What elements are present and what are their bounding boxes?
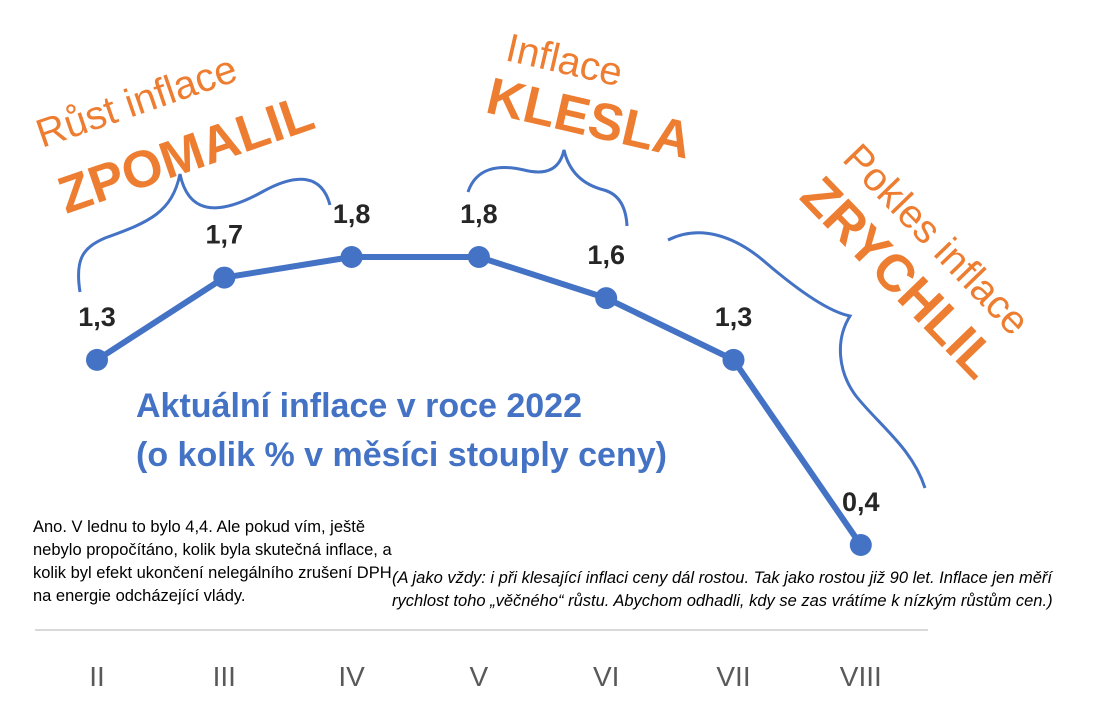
data-label-III: 1,7 xyxy=(206,220,244,250)
data-label-VIII: 0,4 xyxy=(842,487,880,517)
data-point-VIII xyxy=(849,534,872,556)
x-tick-VI: VI xyxy=(593,661,619,692)
chart-title: Aktuální inflace v roce 2022 xyxy=(136,387,582,425)
x-tick-labels-layer: II III IV V VI VII VIII xyxy=(89,661,882,692)
data-point-III xyxy=(213,266,236,289)
x-tick-III: III xyxy=(213,661,236,692)
brace-accelerated xyxy=(667,231,927,489)
brace-slowed xyxy=(76,173,332,293)
data-point-VI xyxy=(595,287,618,310)
brace-fell xyxy=(466,149,629,227)
x-tick-II: II xyxy=(89,661,105,692)
data-label-II: 1,3 xyxy=(78,302,116,332)
data-label-V: 1,8 xyxy=(460,199,498,229)
note-right: (A jako vždy: i při klesající inflaci ce… xyxy=(392,569,1053,610)
note-left: Ano. V lednu to bylo 4,4. Ale pokud vím,… xyxy=(33,518,392,605)
chart-subtitle: (o kolik % v měsíci stouply ceny) xyxy=(136,436,667,474)
data-point-II xyxy=(86,348,108,371)
data-point-V xyxy=(467,246,490,268)
x-tick-VII: VII xyxy=(716,661,750,692)
x-tick-VIII: VIII xyxy=(840,661,882,692)
data-point-IV xyxy=(340,246,363,268)
x-tick-V: V xyxy=(470,661,489,692)
data-label-VII: 1,3 xyxy=(715,302,753,332)
data-point-VII xyxy=(722,348,745,371)
value-labels-layer: 1,3 1,7 1,8 1,8 1,6 1,3 0,4 xyxy=(78,199,879,517)
x-tick-IV: IV xyxy=(338,661,365,692)
data-label-VI: 1,6 xyxy=(587,240,625,270)
series-layer xyxy=(86,246,872,556)
data-label-IV: 1,8 xyxy=(333,199,371,229)
